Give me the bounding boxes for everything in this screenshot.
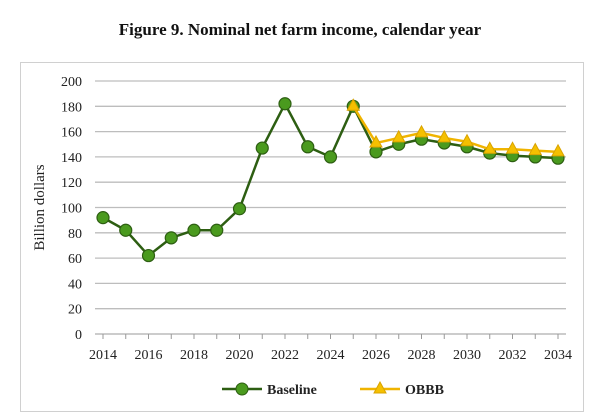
data-point-baseline [369,145,383,159]
data-point-obbb [346,98,361,111]
data-point-obbb [460,133,474,147]
legend-marker-obbb [373,380,387,394]
data-point-baseline [255,141,269,155]
x-tick-label: 2028 [408,348,436,363]
y-tick-label: 180 [61,100,82,115]
x-tick-label: 2020 [226,348,254,363]
y-tick-label: 160 [61,126,82,141]
data-point-obbb [391,129,406,143]
y-axis-label: Billion dollars [32,164,48,250]
data-point-baseline [278,97,292,111]
legend-marker-baseline [235,382,249,396]
x-tick-label: 2034 [544,348,572,363]
data-point-baseline [232,202,247,216]
data-point-obbb [437,129,452,143]
x-tick-label: 2016 [135,348,163,363]
data-point-baseline [141,248,156,263]
chart-title: Figure 9. Nominal net farm income, calen… [118,20,482,39]
legend-label-obbb: OBBB [405,383,444,398]
y-tick-label: 140 [61,151,82,166]
y-tick-label: 40 [68,277,82,292]
y-tick-label: 100 [61,202,82,217]
y-tick-label: 60 [68,252,82,267]
data-point-baseline [301,140,315,154]
data-point-baseline [323,150,338,164]
x-tick-label: 2018 [180,348,208,363]
y-tick-label: 20 [68,303,82,318]
data-point-baseline [164,231,178,245]
y-tick-label: 120 [61,176,82,191]
y-tick-label: 0 [75,328,82,343]
chart-frame [20,62,584,412]
legend-label-baseline: Baseline [267,383,317,398]
data-point-baseline [210,223,224,237]
x-tick-label: 2022 [271,348,299,363]
x-tick-label: 2014 [89,348,117,363]
data-point-baseline [187,223,201,237]
data-point-obbb [414,124,429,138]
data-point-obbb [482,141,497,154]
x-tick-label: 2030 [453,348,481,363]
y-tick-label: 80 [68,227,82,242]
y-tick-label: 200 [61,75,82,90]
data-point-obbb [551,143,565,157]
x-tick-label: 2032 [499,348,527,363]
x-tick-label: 2024 [317,348,345,363]
data-point-baseline [96,211,110,225]
data-point-obbb [505,141,520,154]
data-point-baseline [119,223,133,237]
data-point-obbb [528,142,543,156]
series-line-obbb [352,105,559,154]
x-tick-label: 2026 [362,348,390,363]
data-point-obbb [369,134,383,148]
